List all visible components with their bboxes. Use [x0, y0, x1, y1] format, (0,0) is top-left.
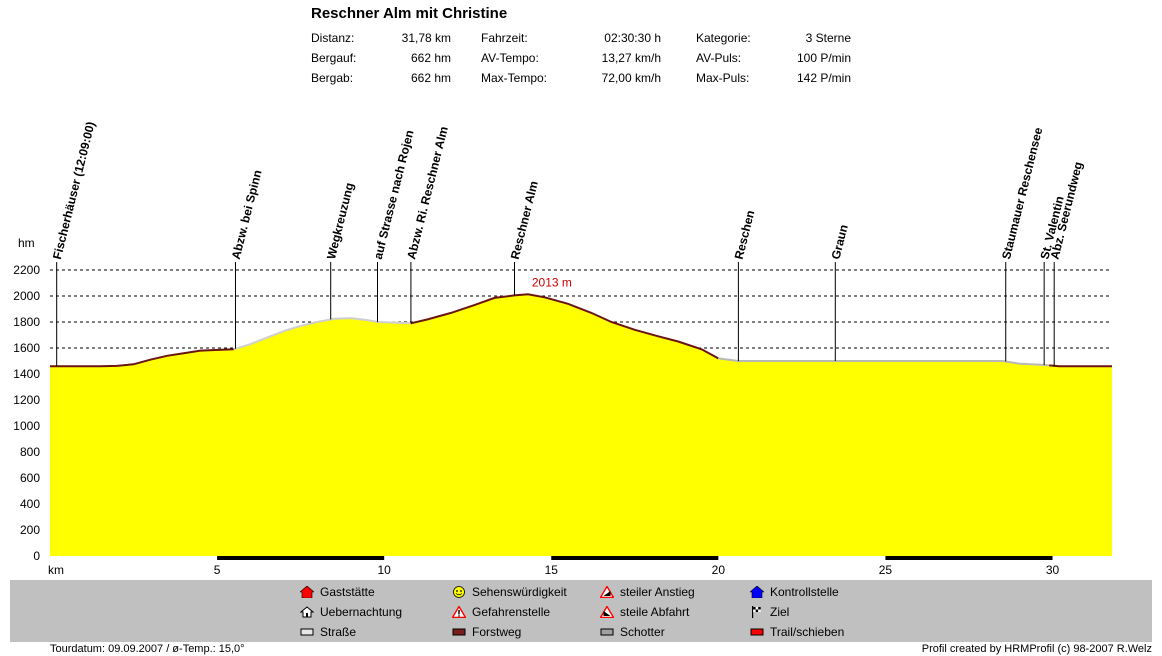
waypoint-label: Fischerhäuser (12:09:00) — [50, 120, 98, 261]
steep-climb-icon — [600, 586, 614, 598]
y-tick-label: 600 — [20, 471, 40, 485]
profile-line-forstweg — [1049, 364, 1112, 368]
legend-label: Sehenswürdigkeit — [472, 585, 567, 599]
elevation-area — [50, 294, 1112, 556]
x-axis-segment — [217, 556, 385, 560]
stat-label: Distanz: — [311, 31, 355, 45]
x-tick-label: 20 — [712, 563, 726, 577]
waypoint-label: Graun — [829, 223, 851, 261]
stat-label: Fahrzeit: — [481, 31, 528, 45]
legend-label: Gefahrenstelle — [472, 605, 551, 619]
x-tick-label: 25 — [879, 563, 893, 577]
stat-label: Bergauf: — [311, 51, 357, 65]
legend-label: Schotter — [620, 625, 665, 639]
trail-icon — [750, 628, 764, 636]
x-axis-label: km — [48, 563, 64, 577]
house-red-icon — [300, 586, 314, 598]
y-tick-label: 1400 — [13, 367, 40, 381]
checkpoint-icon — [750, 586, 764, 598]
max-elevation-label: 2013 m — [532, 275, 572, 289]
stat-value: 142 P/min — [796, 71, 851, 85]
stat-value: 100 P/min — [796, 51, 851, 65]
y-tick-label: 0 — [33, 549, 40, 563]
elevation-profile-chart: Fischerhäuser (12:09:00) Abzw. bei Spinn W… — [13, 120, 1112, 577]
stat-label: Max-Tempo: — [481, 71, 548, 85]
legend-label: Trail/schieben — [770, 625, 845, 639]
waypoint-label: Staumauer Reschensee — [999, 126, 1045, 261]
area-layer — [50, 293, 1112, 556]
x-tick-label: 30 — [1046, 563, 1060, 577]
y-axis-label: hm — [18, 236, 35, 250]
waypoint-label: Reschen — [732, 209, 758, 261]
waypoint-label: Abzw. bei Spinn — [229, 168, 265, 260]
stat-value: 02:30:30 h — [604, 31, 661, 45]
stat-label: Max-Puls: — [696, 71, 750, 85]
waypoint-label: Reschner Alm — [508, 179, 541, 260]
y-tick-label: 1200 — [13, 393, 40, 407]
warning-icon — [452, 606, 466, 618]
axis-layer: hm km 0 200 400 600 800 1000 1200 1400 1600 1800 2… — [13, 236, 1112, 577]
stat-label: Bergab: — [311, 71, 354, 85]
legend-label: Straße — [320, 625, 357, 639]
finish-flag-icon — [752, 606, 761, 618]
legend-label: Forstweg — [472, 625, 522, 639]
footer-credit: Profil created by HRMProfil (c) 98-2007 … — [921, 643, 1152, 655]
stat-value: 662 hm — [410, 51, 451, 65]
stat-label: AV-Tempo: — [481, 51, 539, 65]
stat-value: 3 Sterne — [805, 31, 851, 45]
stat-label: Kategorie: — [696, 31, 751, 45]
legend-label: Ziel — [770, 605, 790, 619]
chart-title: Reschner Alm mit Christine — [311, 5, 508, 22]
legend-label: Uebernachtung — [320, 605, 403, 619]
stat-value: 662 hm — [410, 71, 451, 85]
legend-label: steiler Anstieg — [620, 585, 695, 599]
legend-label: steile Abfahrt — [620, 605, 690, 619]
y-tick-label: 800 — [20, 445, 40, 459]
y-tick-label: 1600 — [13, 341, 40, 355]
x-axis-segment — [551, 556, 719, 560]
profile-line-straße — [233, 317, 411, 351]
profile-line-forstweg — [50, 348, 234, 368]
y-tick-label: 1000 — [13, 419, 40, 433]
smiley-icon — [453, 586, 465, 598]
stat-label: AV-Puls: — [696, 51, 742, 65]
stat-value: 13,27 km/h — [601, 51, 661, 65]
y-tick-label: 400 — [20, 497, 40, 511]
x-tick-label: 10 — [377, 563, 391, 577]
road-icon — [300, 628, 314, 636]
gravel-icon — [600, 628, 614, 636]
x-tick-label: 5 — [214, 563, 221, 577]
stat-value: 72,00 km/h — [601, 71, 661, 85]
forest-path-icon — [452, 628, 466, 636]
footer-tour-info: Tourdatum: 09.09.2007 / ø-Temp.: 15,0° — [50, 643, 245, 655]
hut-icon — [300, 606, 314, 618]
waypoint-label: Wegkreuzung — [324, 181, 357, 261]
y-tick-label: 2200 — [13, 263, 40, 277]
x-tick-label: 15 — [545, 563, 559, 577]
profile-line-schotter — [718, 357, 1050, 367]
y-tick-label: 2000 — [13, 289, 40, 303]
stat-value: 31,78 km — [401, 31, 451, 45]
y-tick-label: 1800 — [13, 315, 40, 329]
profile-line-forstweg — [410, 293, 719, 360]
legend-label: Gaststätte — [320, 585, 375, 599]
x-axis-segment — [885, 556, 1053, 560]
legend: Gaststätte Uebernachtung Straße Sehenswü… — [10, 580, 1152, 642]
steep-descent-icon — [600, 606, 614, 618]
legend-label: Kontrollstelle — [770, 585, 839, 599]
y-tick-label: 200 — [20, 523, 40, 537]
